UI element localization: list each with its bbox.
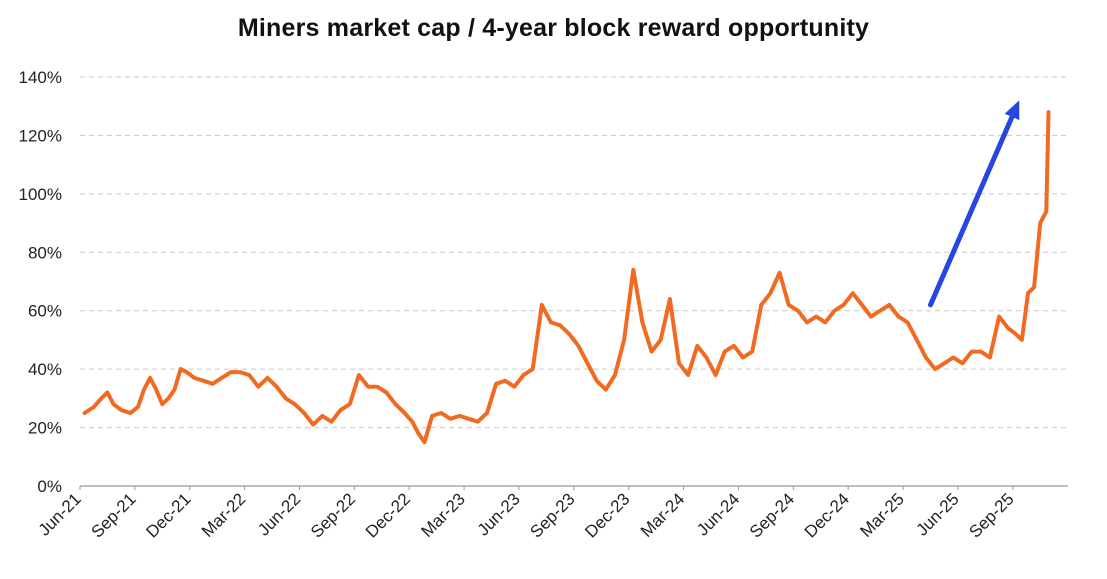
y-tick-label: 60% <box>28 302 62 321</box>
chart-title: Miners market cap / 4-year block reward … <box>237 14 870 42</box>
y-tick-label: 80% <box>28 243 62 262</box>
x-tick-label: Jun-24 <box>693 489 743 539</box>
x-tick-label: Sep-24 <box>746 489 798 541</box>
y-tick-label: 40% <box>28 360 62 379</box>
annotation-arrow <box>927 114 1015 308</box>
y-tick-label: 120% <box>19 126 62 145</box>
x-tick-label: Sep-21 <box>87 489 139 541</box>
x-tick-label: Jun-23 <box>474 489 524 539</box>
x-tick-label: Dec-24 <box>801 489 853 541</box>
y-tick-label: 140% <box>19 68 62 87</box>
annotation-arrowhead <box>1004 100 1020 121</box>
x-tick-label: Dec-23 <box>581 489 633 541</box>
x-tick-label: Mar-23 <box>417 489 469 541</box>
x-tick-label: Mar-25 <box>856 489 908 541</box>
y-tick-label: 0% <box>37 477 62 496</box>
x-tick-label: Mar-24 <box>637 489 689 541</box>
x-tick-label: Dec-21 <box>142 489 194 541</box>
y-tick-label: 100% <box>19 185 62 204</box>
y-tick-label: 20% <box>28 419 62 438</box>
x-tick-label: Sep-23 <box>526 489 578 541</box>
x-tick-label: Mar-22 <box>198 489 250 541</box>
x-tick-label: Jun-21 <box>35 489 85 539</box>
x-tick-label: Jun-25 <box>913 489 963 539</box>
x-tick-label: Dec-22 <box>362 489 414 541</box>
series-line <box>82 110 1051 445</box>
x-tick-label: Sep-25 <box>965 489 1017 541</box>
x-tick-label: Jun-22 <box>254 489 304 539</box>
x-tick-label: Sep-22 <box>307 489 359 541</box>
